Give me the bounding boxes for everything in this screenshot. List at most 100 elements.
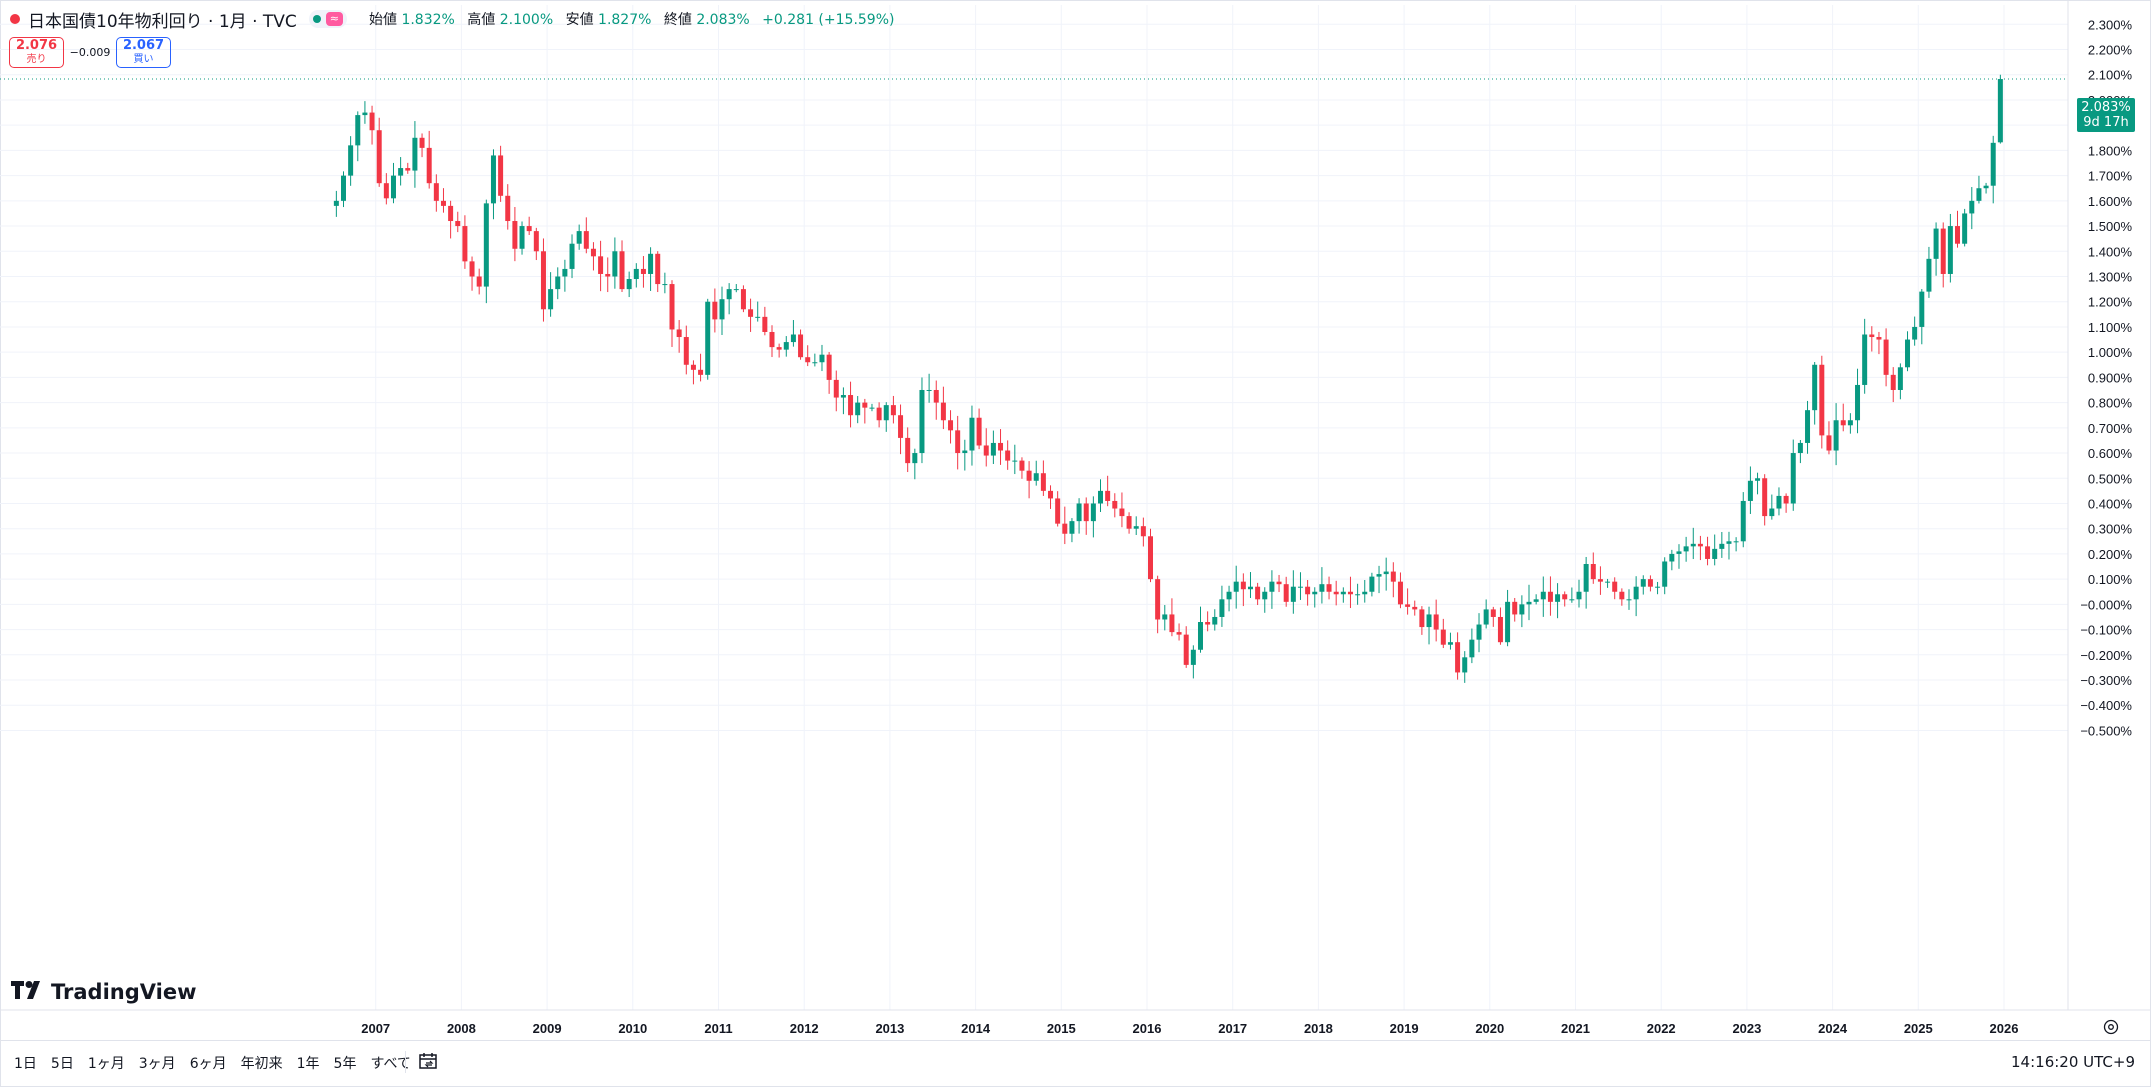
candle-body[interactable] [590, 248, 596, 257]
candle-body[interactable] [862, 402, 868, 408]
range-button[interactable]: 年初来 [240, 1056, 283, 1072]
candle-body[interactable] [1140, 526, 1146, 537]
candle-body[interactable] [433, 183, 439, 201]
candle-body[interactable] [1976, 188, 1982, 201]
candle-body[interactable] [1862, 334, 1868, 385]
candle-body[interactable] [1647, 579, 1653, 587]
candle-body[interactable] [612, 251, 618, 277]
range-button[interactable]: 5年 [333, 1056, 357, 1072]
candle-body[interactable] [1776, 495, 1782, 509]
candle-body[interactable] [1519, 604, 1525, 615]
candle-body[interactable] [969, 417, 975, 451]
settings-gear-icon[interactable] [2102, 1018, 2120, 1036]
candle-body[interactable] [1462, 657, 1468, 673]
candle-body[interactable] [1405, 604, 1411, 607]
candle-body[interactable] [1997, 79, 2003, 143]
price-chart[interactable]: 2.300%2.200%2.100%2.000%1.900%1.800%1.70… [0, 0, 2151, 1040]
candle-body[interactable] [1747, 480, 1753, 501]
candle-body[interactable] [1455, 642, 1461, 673]
candle-body[interactable] [1019, 460, 1025, 471]
candle-body[interactable] [1590, 564, 1596, 580]
candle-body[interactable] [890, 405, 896, 416]
sell-button[interactable]: 2.076 売り [9, 37, 64, 68]
candle-body[interactable] [548, 289, 554, 310]
market-status-badge[interactable]: ≈ [308, 10, 347, 28]
candle-body[interactable] [1740, 500, 1746, 542]
candle-body[interactable] [1333, 591, 1339, 595]
candle-body[interactable] [1155, 579, 1161, 620]
candle-body[interactable] [819, 354, 825, 363]
candle-body[interactable] [1719, 543, 1725, 549]
candle-body[interactable] [1962, 213, 1968, 244]
candle-body[interactable] [1783, 495, 1789, 504]
candle-body[interactable] [348, 145, 354, 176]
candle-body[interactable] [1826, 435, 1832, 451]
candle-body[interactable] [1876, 337, 1882, 340]
candle-body[interactable] [1183, 634, 1189, 665]
candle-body[interactable] [1476, 624, 1482, 640]
candle-body[interactable] [505, 195, 511, 222]
candle-body[interactable] [740, 289, 746, 310]
candle-body[interactable] [1547, 591, 1553, 602]
candle-body[interactable] [1262, 591, 1268, 600]
candle-body[interactable] [1197, 622, 1203, 650]
candle-body[interactable] [1347, 591, 1353, 595]
candle-body[interactable] [1497, 616, 1503, 643]
candle-body[interactable] [412, 137, 418, 171]
candle-body[interactable] [1283, 584, 1289, 602]
candle-body[interactable] [1105, 490, 1111, 501]
candle-body[interactable] [1505, 601, 1511, 643]
candle-body[interactable] [1762, 478, 1768, 517]
candle-body[interactable] [498, 155, 504, 196]
candle-body[interactable] [1812, 364, 1818, 411]
candle-body[interactable] [1383, 571, 1389, 575]
candle-body[interactable] [1947, 226, 1953, 274]
candle-body[interactable] [1697, 543, 1703, 547]
candle-body[interactable] [1090, 503, 1096, 522]
candle-body[interactable] [1526, 601, 1532, 605]
candle-body[interactable] [783, 342, 789, 350]
candle-body[interactable] [376, 130, 382, 184]
candle-body[interactable] [798, 334, 804, 358]
candle-body[interactable] [1905, 339, 1911, 368]
candle-body[interactable] [1397, 581, 1403, 605]
candle-body[interactable] [1890, 374, 1896, 390]
candle-body[interactable] [1662, 561, 1668, 587]
candle-body[interactable] [483, 203, 489, 287]
candle-body[interactable] [1212, 616, 1218, 625]
candle-body[interactable] [1726, 541, 1732, 544]
candle-body[interactable] [1676, 551, 1682, 554]
candle-body[interactable] [983, 445, 989, 456]
candle-body[interactable] [1048, 490, 1054, 499]
candle-body[interactable] [490, 155, 496, 204]
candle-body[interactable] [1612, 581, 1618, 592]
candle-body[interactable] [1390, 571, 1396, 582]
candle-body[interactable] [1955, 226, 1961, 244]
candle-body[interactable] [1926, 258, 1932, 292]
range-button[interactable]: 3ヶ月 [138, 1056, 176, 1072]
candle-body[interactable] [648, 253, 654, 274]
candle-body[interactable] [333, 200, 339, 206]
symbol-title[interactable]: 日本国債10年物利回り · 1月 · TVC [28, 11, 297, 32]
candle-body[interactable] [1919, 291, 1925, 327]
candle-body[interactable] [1319, 584, 1325, 592]
candle-body[interactable] [1605, 581, 1611, 583]
candle-body[interactable] [533, 231, 539, 252]
candle-body[interactable] [1555, 594, 1561, 602]
candle-body[interactable] [1233, 581, 1239, 592]
range-button[interactable]: 1年 [296, 1056, 320, 1072]
candle-body[interactable] [755, 316, 761, 318]
candle-body[interactable] [1733, 541, 1739, 543]
candle-body[interactable] [1597, 579, 1603, 582]
candle-body[interactable] [698, 369, 704, 375]
candle-body[interactable] [476, 276, 482, 287]
candle-body[interactable] [1712, 548, 1718, 559]
clock-timezone[interactable]: 14:16:20 UTC+9 [2011, 1053, 2135, 1071]
candle-body[interactable] [605, 273, 611, 277]
candle-body[interactable] [748, 309, 754, 317]
candle-body[interactable] [1326, 584, 1332, 592]
candle-body[interactable] [1133, 526, 1139, 529]
candle-body[interactable] [526, 226, 532, 232]
candle-body[interactable] [1226, 591, 1232, 600]
candle-body[interactable] [1083, 503, 1089, 522]
